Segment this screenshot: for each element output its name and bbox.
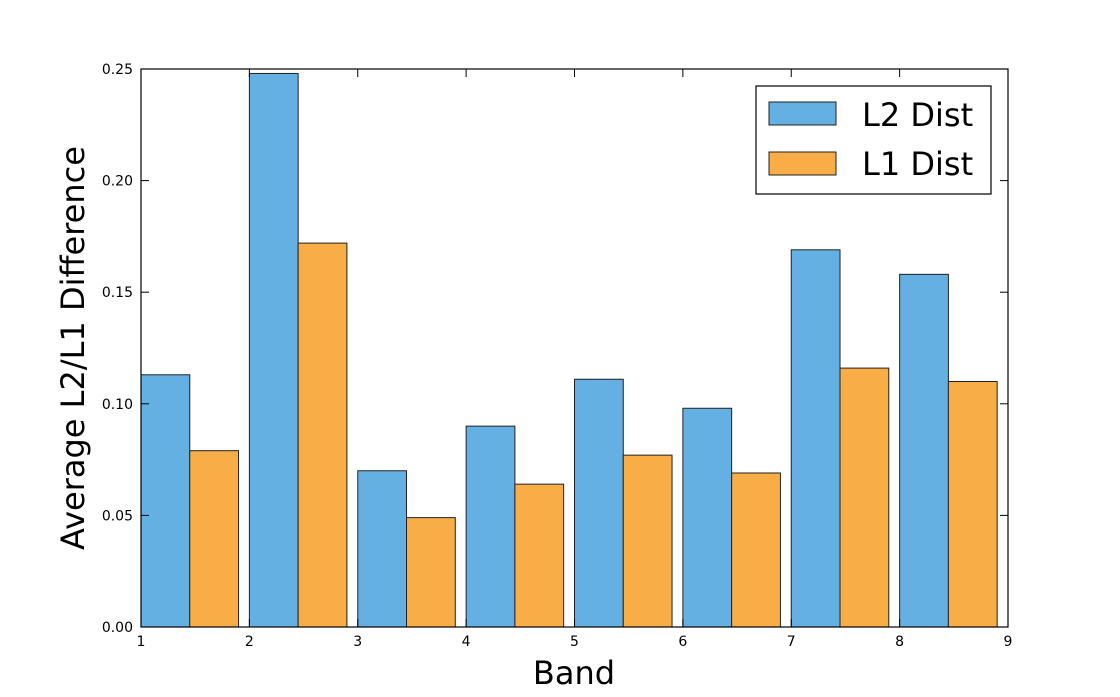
bar-l1-band-3 — [406, 517, 456, 628]
y-tick-label: 0.20 — [102, 174, 133, 190]
x-tick-label: 5 — [570, 634, 579, 650]
bar-l2-band-4 — [465, 425, 516, 628]
bar-l1-band-8 — [947, 380, 998, 628]
bar-l2-band-1 — [140, 374, 191, 628]
legend-swatch-l2 — [768, 101, 837, 126]
legend: L2 Dist L1 Dist — [755, 85, 992, 195]
legend-swatch-l1 — [768, 151, 837, 176]
bars-group — [140, 72, 998, 628]
bar-l2-band-3 — [357, 470, 408, 628]
ticks-group: 1 2 3 4 5 6 7 8 9 0.00 0.05 0.10 0.15 0.20 0.25 — [102, 62, 1013, 650]
y-tick-label: 0.00 — [102, 620, 133, 636]
x-tick-label: 6 — [678, 634, 687, 650]
bar-l1-band-2 — [297, 242, 348, 628]
bar-l1-band-6 — [731, 472, 781, 628]
x-tick-label: 1 — [137, 634, 146, 650]
y-tick-label: 0.15 — [102, 285, 133, 301]
bar-l2-band-8 — [899, 273, 949, 628]
x-tick-label: 4 — [462, 634, 471, 650]
bar-l1-band-7 — [839, 367, 890, 628]
y-tick-label: 0.25 — [102, 62, 133, 78]
x-tick-label: 2 — [245, 634, 254, 650]
x-axis-title: Band — [533, 654, 615, 692]
bar-l2-band-5 — [574, 378, 624, 628]
bar-l1-band-4 — [514, 483, 565, 628]
y-axis-title: Average L2/L1 Difference — [54, 146, 92, 550]
x-tick-label: 9 — [1004, 634, 1013, 650]
bar-l2-band-6 — [682, 407, 733, 628]
bar-l1-band-1 — [189, 450, 240, 628]
bar-l1-band-5 — [622, 454, 673, 628]
bar-l2-band-7 — [790, 249, 841, 628]
y-tick-label: 0.10 — [102, 397, 133, 413]
y-tick-label: 0.05 — [102, 508, 133, 524]
x-tick-label: 3 — [353, 634, 362, 650]
legend-label-l1: L1 Dist — [862, 145, 973, 183]
bar-l2-band-2 — [248, 72, 299, 628]
x-tick-label: 7 — [787, 634, 796, 650]
legend-label-l2: L2 Dist — [862, 96, 973, 134]
x-tick-label: 8 — [895, 634, 904, 650]
